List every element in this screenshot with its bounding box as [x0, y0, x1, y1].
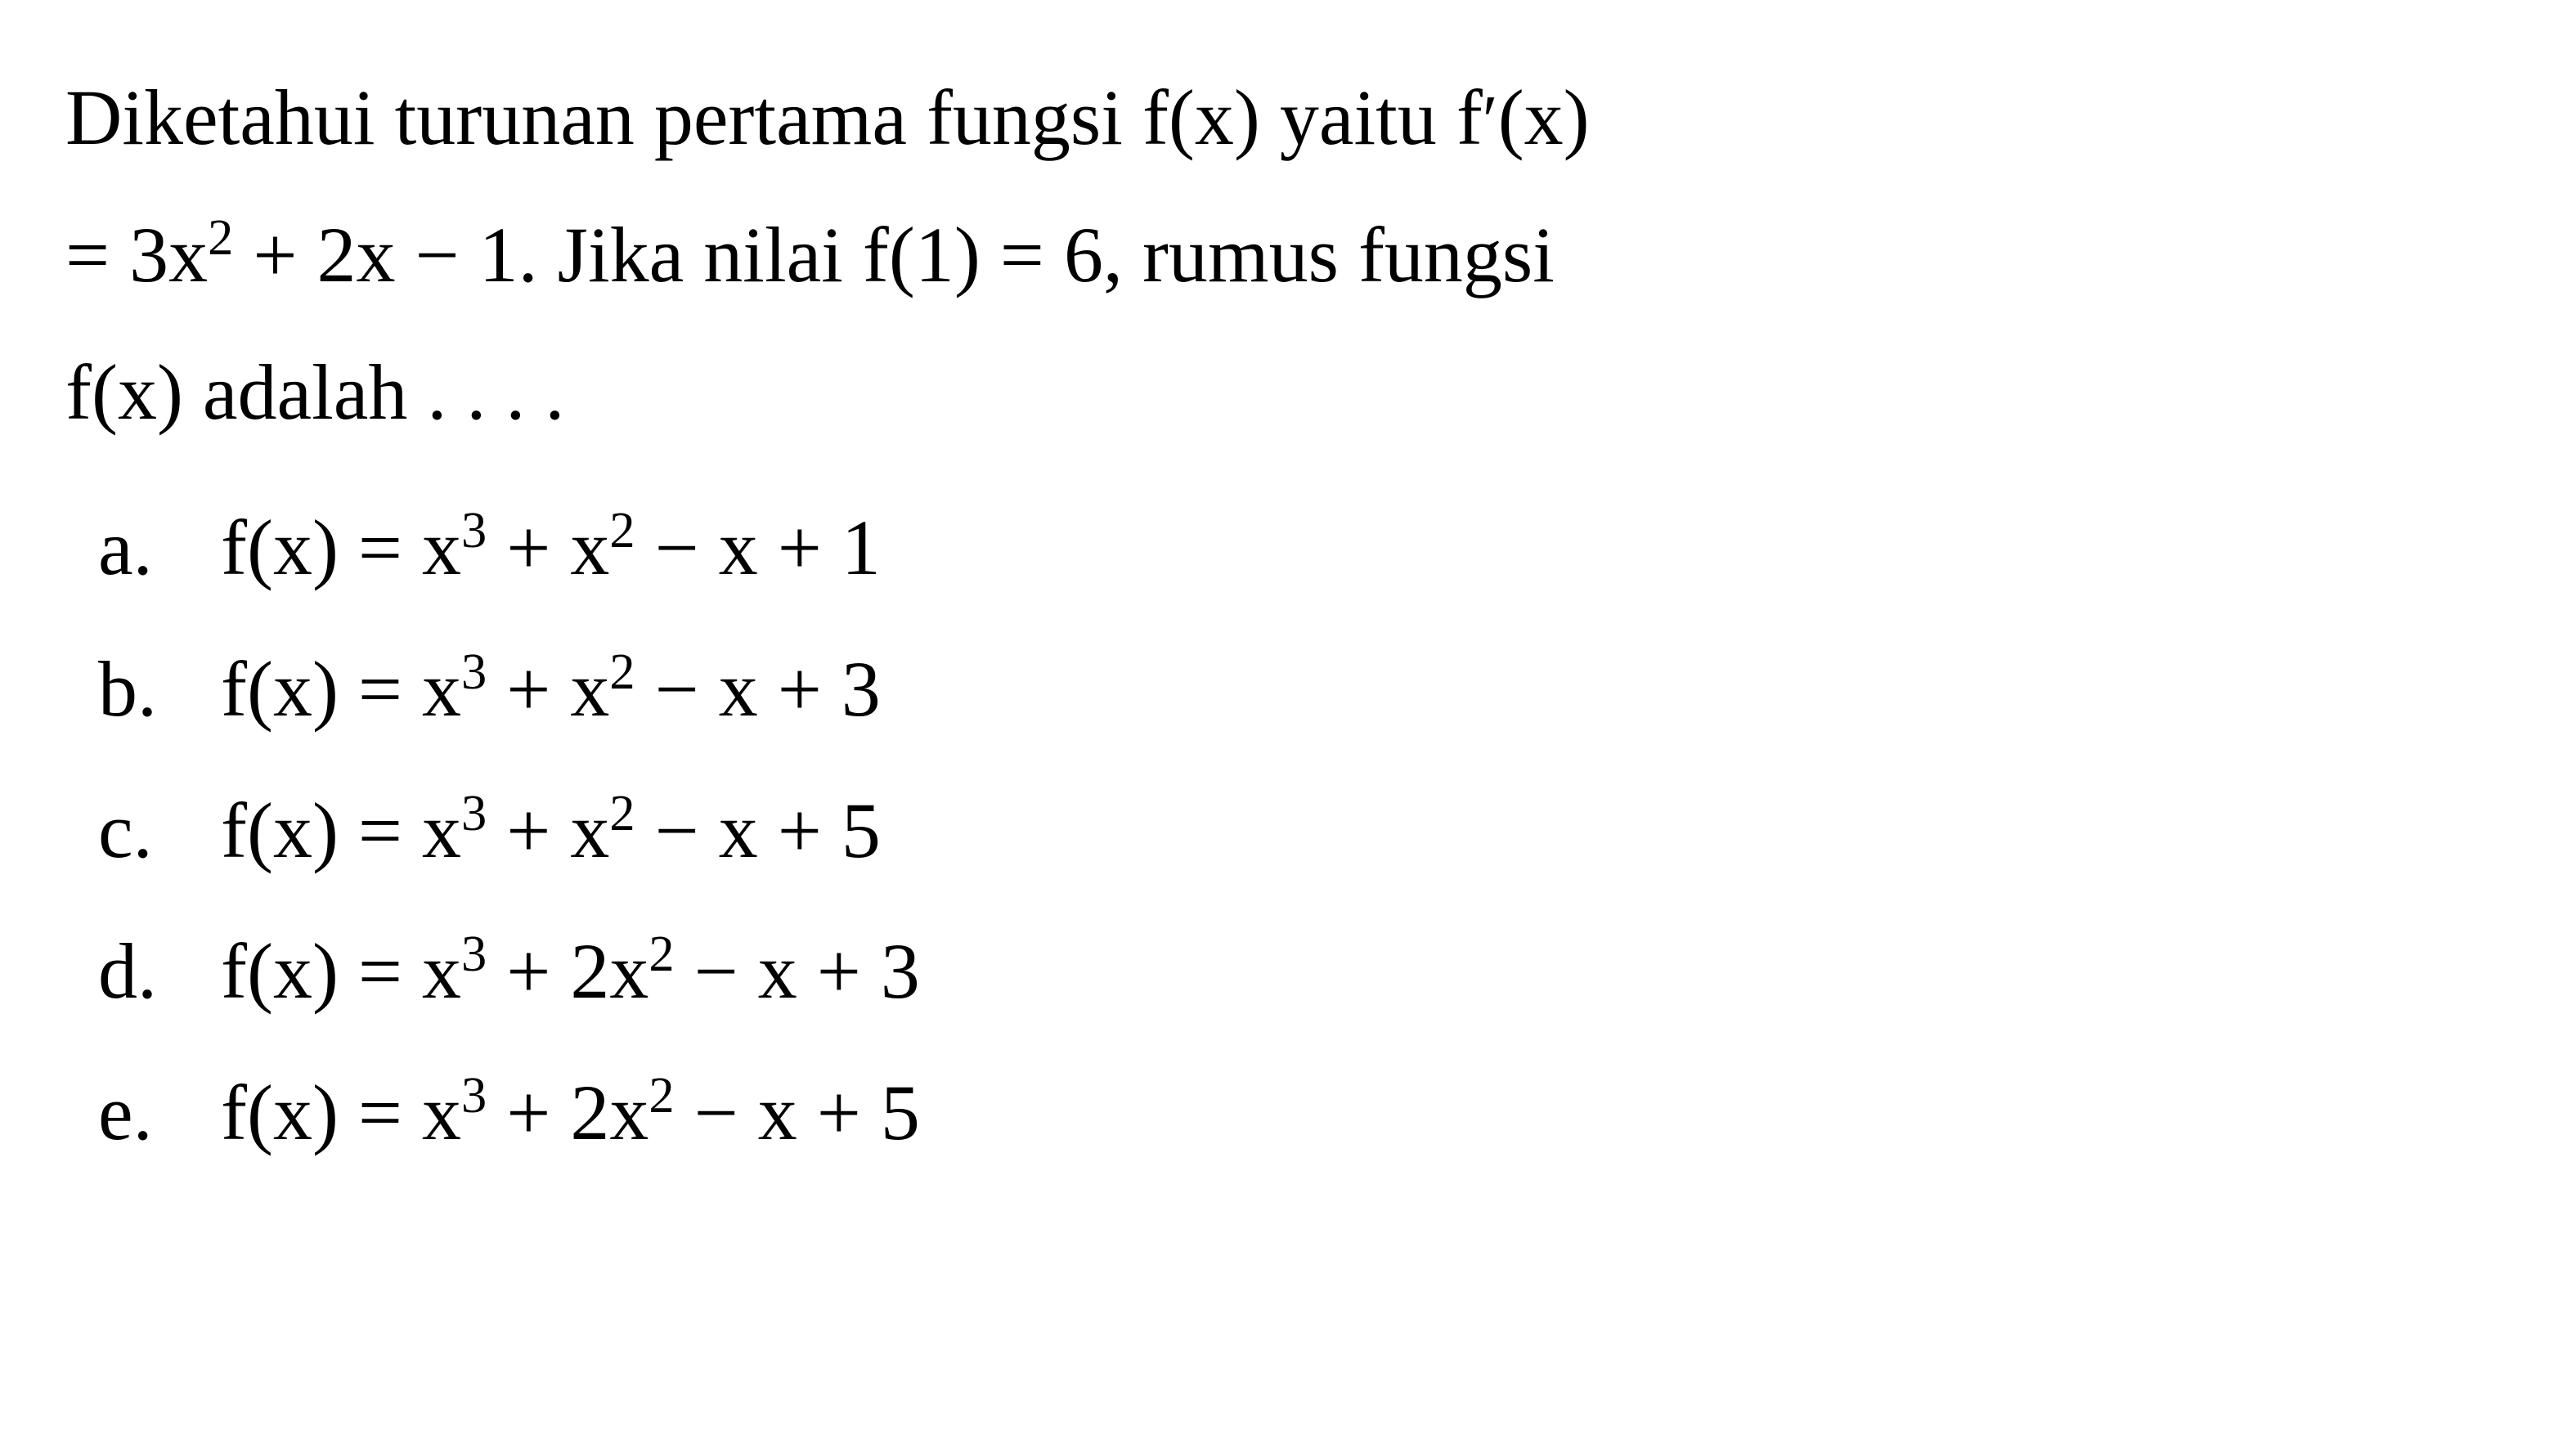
option-content: f(x) = x3 + x2 − x + 1 — [221, 478, 2511, 619]
option-a: a. f(x) = x3 + x2 − x + 1 — [98, 478, 2511, 619]
option-content: f(x) = x3 + 2x2 − x + 5 — [221, 1043, 2511, 1184]
option-d: d. f(x) = x3 + 2x2 − x + 3 — [98, 901, 2511, 1043]
question-line1-part2: (x) — [1498, 74, 1590, 161]
option-c: c. f(x) = x3 + x2 − x + 5 — [98, 760, 2511, 902]
question-line2-part2: + 2x − 1. Jika nilai f(1) = 6, rumus fun… — [233, 211, 1555, 298]
option-e: e. f(x) = x3 + 2x2 − x + 5 — [98, 1043, 2511, 1184]
option-letter: e. — [98, 1043, 221, 1184]
option-letter: a. — [98, 478, 221, 619]
question-line1-part1: Diketahui turunan pertama fungsi f(x) ya… — [65, 74, 1483, 161]
option-letter: c. — [98, 760, 221, 902]
question-prime: ′ — [1483, 81, 1498, 159]
option-letter: d. — [98, 901, 221, 1043]
option-b: b. f(x) = x3 + x2 − x + 3 — [98, 619, 2511, 760]
option-content: f(x) = x3 + x2 − x + 5 — [221, 760, 2511, 902]
question-sup1: 2 — [208, 209, 233, 266]
option-content: f(x) = x3 + x2 − x + 3 — [221, 619, 2511, 760]
question-line2-part1: = 3x — [65, 211, 208, 298]
question-text: Diketahui turunan pertama fungsi f(x) ya… — [65, 49, 2511, 461]
options-list: a. f(x) = x3 + x2 − x + 1 b. f(x) = x3 +… — [65, 478, 2511, 1184]
question-line3: f(x) adalah . . . . — [65, 348, 564, 436]
option-content: f(x) = x3 + 2x2 − x + 3 — [221, 901, 2511, 1043]
option-letter: b. — [98, 619, 221, 760]
